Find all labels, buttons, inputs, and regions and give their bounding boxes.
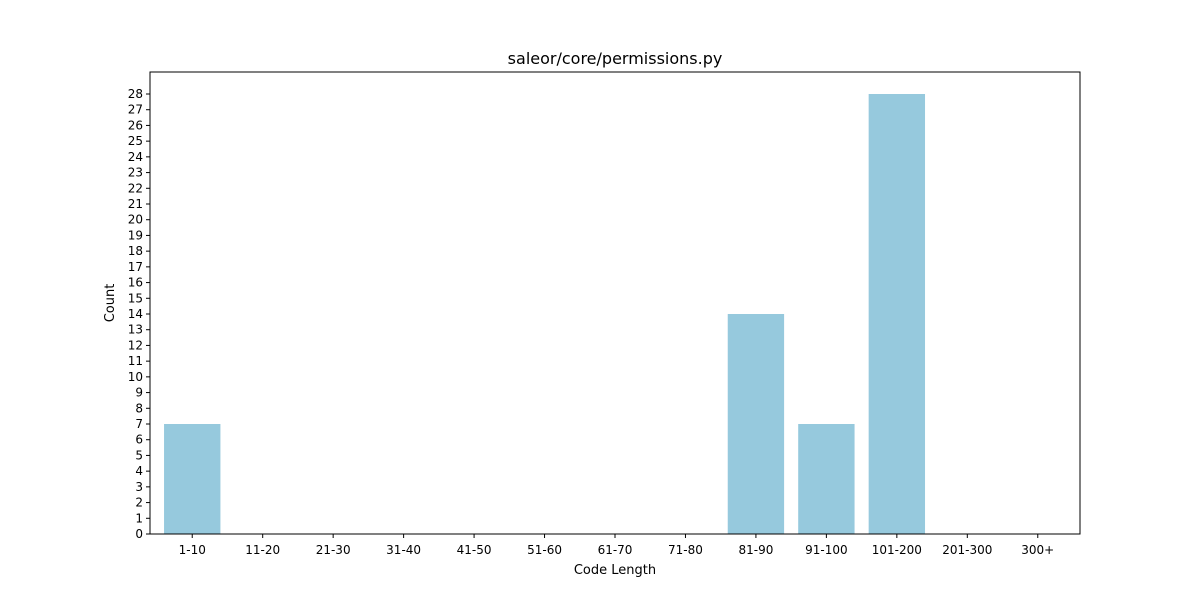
y-tick-label: 20: [128, 213, 143, 227]
y-tick-label: 14: [128, 307, 143, 321]
bar: [164, 424, 221, 534]
x-tick-label: 300+: [1021, 543, 1054, 557]
x-tick-label: 21-30: [316, 543, 351, 557]
x-tick-label: 11-20: [245, 543, 280, 557]
bar: [727, 314, 785, 534]
y-tick-label: 11: [128, 354, 143, 368]
y-tick-label: 6: [135, 433, 143, 447]
y-tick-label: 24: [128, 150, 143, 164]
x-tick-label: 61-70: [598, 543, 633, 557]
y-tick-label: 5: [135, 448, 143, 462]
x-tick-label: 91-100: [805, 543, 848, 557]
y-tick-label: 25: [128, 134, 143, 148]
y-tick-label: 8: [135, 401, 143, 415]
y-tick-label: 0: [135, 527, 143, 541]
y-tick-label: 23: [128, 166, 143, 180]
y-tick-label: 19: [128, 228, 143, 242]
y-tick-label: 2: [135, 496, 143, 510]
y-axis-ticks: 0123456789101112131415161718192021222324…: [128, 87, 150, 541]
x-tick-label: 31-40: [386, 543, 421, 557]
y-tick-label: 10: [128, 370, 143, 384]
y-tick-label: 26: [128, 118, 143, 132]
y-tick-label: 22: [128, 181, 143, 195]
chart-title: saleor/core/permissions.py: [508, 49, 723, 68]
y-tick-label: 17: [128, 260, 143, 274]
y-tick-label: 1: [135, 511, 143, 525]
y-tick-label: 4: [135, 464, 143, 478]
x-tick-label: 71-80: [668, 543, 703, 557]
plot-frame: [149, 71, 1081, 535]
y-tick-label: 16: [128, 276, 143, 290]
bar: [798, 424, 855, 534]
x-tick-label: 101-200: [872, 543, 922, 557]
y-axis-label: Count: [103, 284, 118, 323]
bars-group: [164, 94, 926, 534]
x-axis-label: Code Length: [574, 563, 656, 578]
bar: [868, 94, 926, 534]
y-tick-label: 9: [135, 386, 143, 400]
y-tick-label: 15: [128, 291, 143, 305]
x-tick-label: 51-60: [527, 543, 562, 557]
x-tick-label: 201-300: [942, 543, 992, 557]
y-tick-label: 27: [128, 103, 143, 117]
y-tick-label: 28: [128, 87, 143, 101]
x-tick-label: 81-90: [738, 543, 773, 557]
y-tick-label: 7: [135, 417, 143, 431]
y-tick-label: 12: [128, 338, 143, 352]
y-tick-label: 21: [128, 197, 143, 211]
y-tick-label: 18: [128, 244, 143, 258]
x-tick-label: 41-50: [457, 543, 492, 557]
y-tick-label: 3: [135, 480, 143, 494]
x-tick-label: 1-10: [179, 543, 206, 557]
y-tick-label: 13: [128, 323, 143, 337]
x-axis-ticks: 1-10 11-20 21-30 31-40 41-50 51-60 61-70 71-80 8…: [179, 534, 1054, 557]
